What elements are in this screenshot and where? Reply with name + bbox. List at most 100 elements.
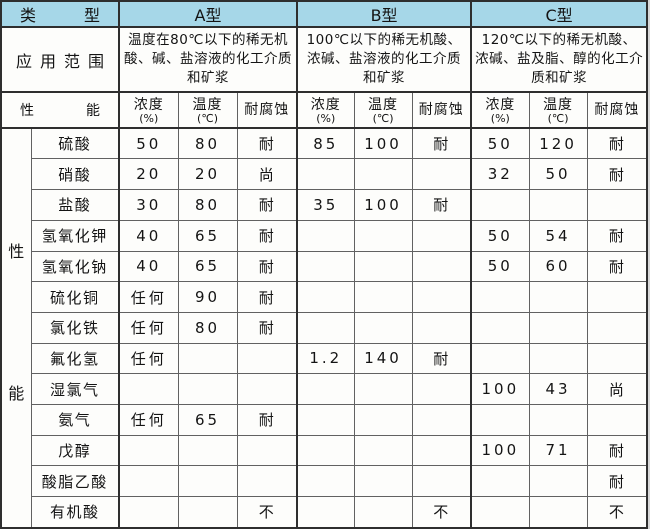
table-row: 氢氧化钾 40 65 耐 50 54 耐: [1, 219, 648, 252]
performance-subheader-row: 性能 浓度 (%) 温度 (℃) 耐腐蚀 浓度 (%) 温度 (℃) 耐腐蚀 浓…: [0, 91, 648, 129]
resistance-cell: 耐: [411, 342, 472, 375]
resistance-cell: 耐: [236, 311, 298, 344]
value-cell: [177, 342, 238, 375]
resistance-cell: [586, 403, 648, 436]
value-cell: 32: [470, 158, 530, 191]
resistance-cell: 尚: [586, 373, 648, 405]
resistance-cell: [236, 373, 298, 405]
subheader-temperature-a: 温度 (℃): [177, 91, 238, 129]
resistance-cell: [236, 465, 298, 497]
value-cell: 35: [296, 189, 355, 221]
value-cell: 71: [528, 434, 588, 467]
type-header-row: 类型 A型 B型 C型: [0, 0, 648, 29]
value-cell: 80: [177, 127, 238, 160]
value-cell: [470, 311, 530, 344]
value-cell: 65: [177, 250, 238, 283]
chemical-name-cell: 氯化铁: [30, 311, 120, 344]
resistance-cell: 不: [236, 495, 298, 529]
type-a-header: A型: [118, 0, 298, 29]
value-cell: 85: [296, 127, 355, 160]
value-cell: [528, 311, 588, 344]
chemical-name-cell: 有机酸: [30, 495, 120, 529]
resistance-cell: 不: [411, 495, 472, 529]
value-cell: 43: [528, 373, 588, 405]
row-group-label-cell: 性能: [0, 127, 32, 529]
value-cell: 50: [118, 127, 179, 160]
table-row: 酸脂乙酸 耐: [1, 465, 648, 497]
chemical-name-cell: 戊醇: [30, 434, 120, 467]
resistance-cell: 尚: [236, 158, 298, 191]
table-row: 性能硫酸 50 80 耐 85 100 耐 50 120 耐: [0, 127, 648, 529]
value-cell: [353, 281, 413, 313]
value-cell: [296, 311, 355, 344]
subheader-temperature-b: 温度 (℃): [353, 91, 413, 129]
value-cell: [353, 373, 413, 405]
value-cell: 60: [528, 250, 588, 283]
resistance-cell: [586, 189, 648, 221]
resistance-cell: 耐: [236, 219, 298, 252]
value-cell: 65: [177, 219, 238, 252]
value-cell: [353, 250, 413, 283]
table-row: 氨气 任何 65 耐: [1, 403, 648, 436]
value-cell: 任何: [118, 342, 179, 375]
value-cell: [296, 434, 355, 467]
resistance-cell: [411, 311, 472, 344]
resistance-cell: [411, 250, 472, 283]
table-row: 盐酸 30 80 耐 35 100 耐: [1, 189, 648, 221]
resistance-cell: [586, 342, 648, 375]
chemical-name-cell: 氢氧化钾: [30, 219, 120, 252]
resistance-cell: [411, 158, 472, 191]
resistance-cell: [236, 434, 298, 467]
value-cell: 50: [470, 250, 530, 283]
resistance-cell: [236, 342, 298, 375]
value-cell: [296, 250, 355, 283]
value-cell: [353, 465, 413, 497]
value-cell: 80: [177, 311, 238, 344]
performance-label-cell: 性能: [0, 91, 120, 129]
value-cell: [353, 403, 413, 436]
value-cell: 任何: [118, 281, 179, 313]
row-group-label-top: 性: [8, 241, 25, 261]
performance-label: 性能: [20, 102, 101, 119]
chemical-name-cell: 硝酸: [30, 158, 120, 191]
value-cell: [528, 342, 588, 375]
subheader-temperature-c: 温度 (℃): [528, 91, 588, 129]
resistance-cell: 耐: [411, 189, 472, 221]
value-cell: [470, 495, 530, 529]
subheader-resistance-b: 耐腐蚀: [411, 91, 472, 129]
application-label-cell: 应用范围: [0, 26, 120, 94]
value-cell: [470, 189, 530, 221]
value-cell: 80: [177, 189, 238, 221]
value-cell: 1.2: [296, 342, 355, 375]
type-c-header: C型: [470, 0, 648, 29]
value-cell: 20: [177, 158, 238, 191]
resistance-cell: 不: [586, 495, 648, 529]
value-cell: 65: [177, 403, 238, 436]
chemical-name-cell: 氟化氢: [30, 342, 120, 375]
resistance-cell: 耐: [411, 127, 472, 160]
table-row: 氯化铁 任何 80 耐: [1, 311, 648, 344]
value-cell: [177, 373, 238, 405]
resistance-cell: [411, 219, 472, 252]
value-cell: [353, 434, 413, 467]
type-a-description: 温度在80℃以下的稀无机酸、碱、盐溶液的化工介质和矿浆: [118, 26, 298, 94]
resistance-cell: 耐: [586, 434, 648, 467]
value-cell: [296, 373, 355, 405]
value-cell: [118, 495, 179, 529]
value-cell: 50: [528, 158, 588, 191]
chemical-name-cell: 氨气: [30, 403, 120, 436]
value-cell: 50: [470, 127, 530, 160]
value-cell: 90: [177, 281, 238, 313]
subheader-concentration-a: 浓度 (%): [118, 91, 179, 129]
value-cell: [177, 434, 238, 467]
value-cell: [470, 465, 530, 497]
value-cell: [118, 373, 179, 405]
application-label: 应用范围: [16, 51, 105, 71]
value-cell: [353, 495, 413, 529]
value-cell: 50: [470, 219, 530, 252]
value-cell: [470, 403, 530, 436]
table-row: 戊醇 100 71 耐: [1, 434, 648, 467]
value-cell: 100: [470, 373, 530, 405]
resistance-cell: 耐: [236, 189, 298, 221]
